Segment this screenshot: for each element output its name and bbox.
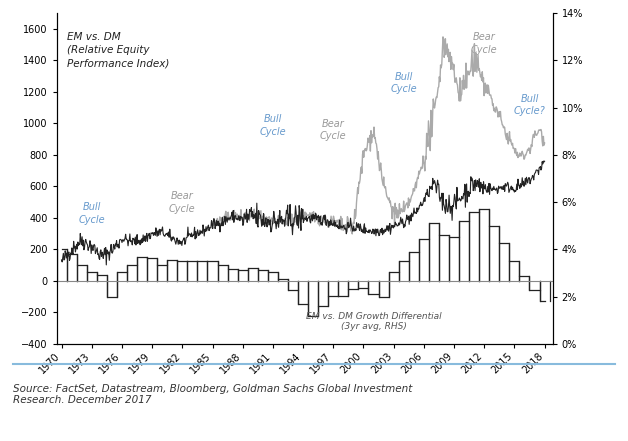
Text: Bear
Cycle: Bear Cycle: [320, 119, 347, 141]
Text: EM vs. DM
(Relative Equity
Performance Index): EM vs. DM (Relative Equity Performance I…: [67, 32, 169, 68]
Text: Bull
Cycle: Bull Cycle: [78, 202, 105, 225]
Text: Bear
Cycle: Bear Cycle: [471, 32, 497, 55]
Text: Source: FactSet, Datastream, Bloomberg, Goldman Sachs Global Investment
Research: Source: FactSet, Datastream, Bloomberg, …: [13, 384, 412, 405]
Text: Bull
Cycle?: Bull Cycle?: [514, 93, 545, 116]
Text: EM vs. DM Growth Differential
(3yr avg, RHS): EM vs. DM Growth Differential (3yr avg, …: [306, 312, 441, 331]
Text: Bull
Cycle: Bull Cycle: [259, 114, 286, 137]
Text: Bull
Cycle: Bull Cycle: [391, 71, 417, 94]
Text: Bear
Cycle: Bear Cycle: [169, 191, 196, 214]
